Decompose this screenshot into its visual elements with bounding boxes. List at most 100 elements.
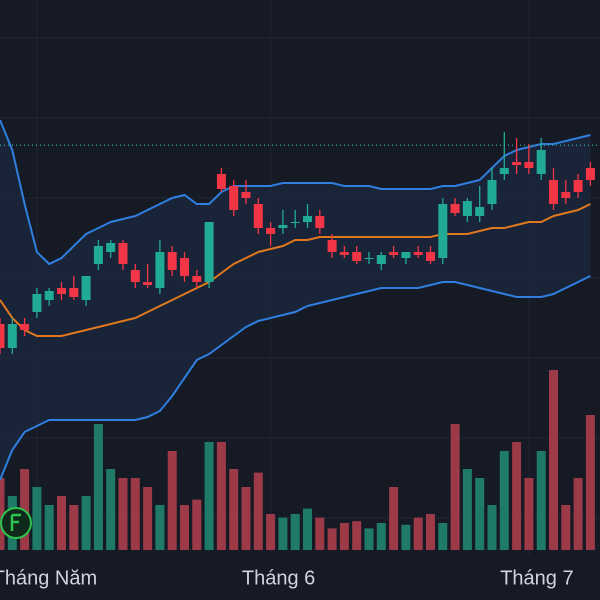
volume-bar (278, 517, 288, 550)
x-tick-label: Tháng Năm (0, 567, 97, 589)
candle-body (524, 162, 534, 168)
volume-bar (216, 442, 226, 550)
candle-body (106, 243, 116, 252)
volume-bar (475, 478, 485, 550)
candle-body (585, 168, 595, 180)
volume-bar (536, 451, 546, 550)
middle-band-line (0, 203, 591, 337)
candle-body (69, 288, 79, 297)
volume-bar (401, 524, 411, 550)
candle-body (450, 204, 460, 213)
candle-body (438, 204, 448, 258)
candle-body (512, 162, 522, 165)
volume-bar (573, 478, 583, 550)
candle-body (303, 216, 312, 222)
candle-body (327, 240, 337, 252)
volume-bar (376, 523, 386, 550)
volume-bar (524, 478, 534, 550)
candle-body (536, 150, 546, 174)
volume-bar (499, 451, 509, 550)
candle-body (241, 192, 251, 198)
volume-bar (327, 528, 337, 550)
volume-bar (32, 487, 42, 550)
candle-body (57, 288, 66, 294)
candle-body (143, 282, 153, 285)
volume-bar (20, 469, 30, 550)
candle-body (20, 324, 30, 330)
candle-body (376, 255, 386, 264)
volume-bar (450, 424, 460, 550)
candle-body (253, 204, 263, 228)
candle-body (229, 186, 239, 210)
x-tick-label: Tháng 6 (242, 567, 315, 589)
volume-bar (389, 487, 399, 550)
volume-bar (549, 370, 558, 550)
flag-icon (0, 507, 32, 539)
volume-bar (57, 496, 66, 550)
volume-bar (585, 415, 595, 550)
volume-bar (106, 469, 116, 550)
candle-body (561, 192, 571, 198)
volume-bar (315, 517, 325, 550)
candle-body (7, 324, 17, 348)
volume-bar (352, 521, 362, 550)
candle-body (462, 201, 472, 216)
volume-bar (290, 514, 300, 550)
volume-bar (118, 478, 128, 550)
candle-body (0, 324, 5, 348)
volume-bar (155, 505, 165, 550)
volume-bar (0, 478, 5, 550)
volume-bar (487, 505, 497, 550)
volume-bar (143, 487, 153, 550)
volume-bar (81, 496, 91, 550)
candle-body (475, 207, 485, 216)
candle-body (266, 228, 276, 234)
candle-body (487, 180, 497, 204)
volume-bar (364, 528, 374, 550)
candle-body (216, 174, 226, 189)
flag-letter (10, 513, 21, 531)
volume-bar (167, 451, 177, 550)
lower-band-line (0, 275, 591, 481)
volume-bar (229, 469, 239, 550)
volume-bar (253, 472, 263, 550)
volume-bar (303, 508, 312, 550)
volume-bar (438, 523, 448, 550)
candle-body (180, 258, 189, 276)
candle-body (167, 252, 177, 270)
volume-bar (413, 517, 423, 550)
volume-bar (462, 469, 472, 550)
candle-body (549, 180, 558, 204)
candle-body (278, 225, 288, 228)
candle-body (93, 246, 103, 264)
candle-body (192, 276, 202, 282)
volume-bar (561, 505, 571, 550)
x-tick-label: Tháng 7 (500, 567, 573, 589)
candle-body (426, 252, 435, 261)
volume-bar (44, 505, 54, 550)
volume-bar (426, 514, 435, 550)
axis-band (0, 556, 600, 600)
candle-body (315, 216, 325, 228)
candle-body (352, 252, 362, 261)
candle-body (573, 180, 583, 192)
candle-body (401, 252, 411, 258)
candle-body (130, 270, 140, 282)
volume-bar (93, 424, 103, 550)
volume-bar (204, 442, 214, 550)
candle-body (44, 291, 54, 300)
candle-body (118, 243, 128, 264)
volume-bar (130, 478, 140, 550)
volume-bar (69, 505, 79, 550)
volume-bar (512, 442, 522, 550)
volume-bar (192, 499, 202, 550)
candle-body (204, 222, 214, 282)
candle-body (364, 258, 374, 259)
volume-bar (339, 523, 349, 550)
candle-body (499, 168, 509, 174)
candle-body (155, 252, 165, 288)
volume-bar (180, 505, 189, 550)
candle-body (290, 222, 300, 223)
